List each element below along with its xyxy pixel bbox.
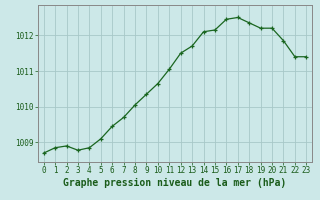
X-axis label: Graphe pression niveau de la mer (hPa): Graphe pression niveau de la mer (hPa)	[63, 178, 287, 188]
